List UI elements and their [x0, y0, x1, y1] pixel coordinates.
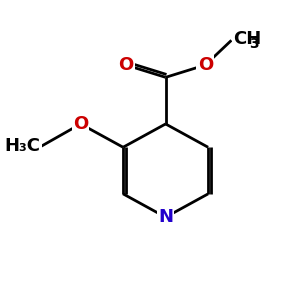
Text: O: O: [198, 56, 213, 74]
Text: 3: 3: [249, 37, 258, 51]
Text: H₃C: H₃C: [5, 137, 41, 155]
Text: O: O: [73, 115, 88, 133]
Text: N: N: [158, 208, 173, 226]
Text: CH: CH: [233, 30, 261, 48]
Text: O: O: [118, 56, 134, 74]
